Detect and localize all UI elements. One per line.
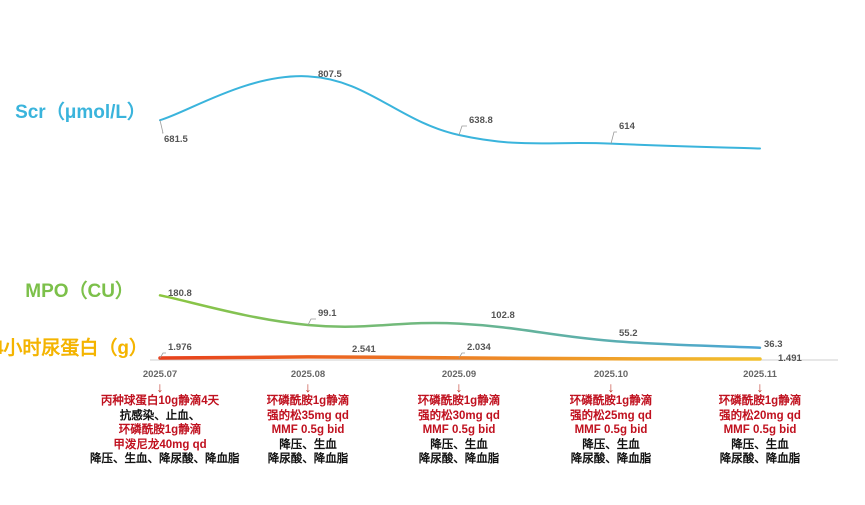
down-arrow-icon: ↓ — [756, 379, 764, 395]
data-label: 681.5 — [164, 134, 188, 145]
data-label: 1.976 — [168, 342, 192, 353]
data-label: 2.541 — [352, 344, 376, 355]
label-leader — [159, 120, 164, 134]
treatment-line: 环磷酰胺1g静滴 — [266, 395, 350, 407]
down-arrow-icon: ↓ — [156, 379, 164, 395]
down-arrow-icon: ↓ — [607, 379, 615, 395]
data-label: 638.8 — [469, 115, 493, 126]
treatment-line: 降尿酸、降血脂 — [570, 453, 652, 465]
data-labels: 681.5 807.5 638.8 614 180.8 99.1 102.8 55.2 36.3… — [159, 69, 802, 364]
treatment-line: 强的松30mg qd — [418, 409, 500, 422]
treatment-line: 强的松20mg qd — [719, 409, 801, 422]
treatment-note: ↓ 丙种球蛋白10g静滴4天 抗感染、止血、 环磷酰胺1g静滴 甲泼尼龙40mg qd 降… — [90, 379, 240, 467]
treatment-line: 环磷酰胺1g静滴 — [569, 395, 653, 407]
data-label: 807.5 — [318, 69, 342, 80]
series-line — [159, 75, 761, 150]
treatment-line: 降压、生血 — [582, 438, 640, 451]
label-leader — [159, 352, 166, 359]
treatment-note: ↓ 环磷酰胺1g静滴 强的松30mg qd MMF 0.5g bid 降压、生血降尿酸、… — [389, 380, 529, 467]
treatment-line: 强的松25mg qd — [570, 409, 652, 422]
treatment-note: ↓ 环磷酰胺1g静滴 强的松20mg qd MMF 0.5g bid 降压、生血降尿酸、… — [690, 380, 830, 467]
series-names: Scr（μmol/L） MPO（CU） 24小时尿蛋白（g） — [0, 100, 148, 359]
treatment-line: 降压、生血 — [731, 438, 789, 451]
label-leader — [458, 352, 465, 359]
treatment-line: MMF 0.5g bid — [422, 424, 496, 436]
data-label: 2.034 — [467, 342, 491, 353]
treatment-line: 环磷酰胺1g静滴 — [118, 424, 202, 436]
treatment-note: ↓ 环磷酰胺1g静滴 强的松35mg qd MMF 0.5g bid 降压、生血降尿酸、… — [238, 380, 378, 467]
treatment-line: 降尿酸、降血脂 — [267, 453, 349, 465]
data-label: 102.8 — [491, 310, 515, 321]
treatment-line: 甲泼尼龙40mg qd — [113, 438, 207, 451]
x-tick-label: 2025.10 — [594, 369, 628, 380]
x-tick-label: 2025.07 — [143, 369, 177, 380]
label-leader — [307, 318, 316, 326]
data-label: 180.8 — [168, 288, 192, 299]
series-line — [158, 355, 762, 361]
series-name: 24小时尿蛋白（g） — [0, 336, 148, 359]
treatment-line: 环磷酰胺1g静滴 — [417, 395, 501, 407]
treatment-line: MMF 0.5g bid — [574, 424, 648, 436]
series-lines — [158, 75, 762, 361]
data-label: 99.1 — [318, 308, 337, 319]
treatment-line: MMF 0.5g bid — [723, 424, 797, 436]
x-tick-label: 2025.08 — [291, 369, 325, 380]
x-tick-label: 2025.11 — [743, 369, 778, 380]
data-label: 614 — [619, 121, 636, 132]
treatment-line: 环磷酰胺1g静滴 — [718, 395, 802, 407]
treatment-line: 降尿酸、降血脂 — [418, 453, 500, 465]
treatment-line: 降压、生血、降尿酸、降血脂 — [90, 453, 240, 465]
down-arrow-icon: ↓ — [455, 379, 463, 395]
treatment-line: 抗感染、止血、 — [119, 409, 201, 422]
treatment-line: 强的松35mg qd — [267, 409, 349, 422]
label-leader — [458, 125, 467, 136]
data-label: 1.491 — [778, 353, 802, 364]
treatment-line: 降尿酸、降血脂 — [719, 453, 801, 465]
data-label: 55.2 — [619, 328, 638, 339]
label-leader — [610, 131, 617, 144]
treatment-line: 降压、生血 — [430, 438, 488, 451]
down-arrow-icon: ↓ — [304, 379, 312, 395]
treatment-line: MMF 0.5g bid — [271, 424, 345, 436]
treatment-note: ↓ 环磷酰胺1g静滴 强的松25mg qd MMF 0.5g bid 降压、生血降尿酸、… — [541, 380, 681, 467]
data-label: 36.3 — [764, 339, 783, 350]
series-name: MPO（CU） — [25, 279, 134, 302]
treatment-line: 丙种球蛋白10g静滴4天 — [100, 395, 220, 407]
series-line — [158, 294, 762, 349]
x-tick-label: 2025.09 — [442, 369, 476, 380]
x-axis: 2025.07 2025.08 2025.09 2025.10 2025.11 — [143, 359, 838, 380]
treatment-line: 降压、生血 — [279, 438, 337, 451]
series-name: Scr（μmol/L） — [15, 100, 146, 123]
